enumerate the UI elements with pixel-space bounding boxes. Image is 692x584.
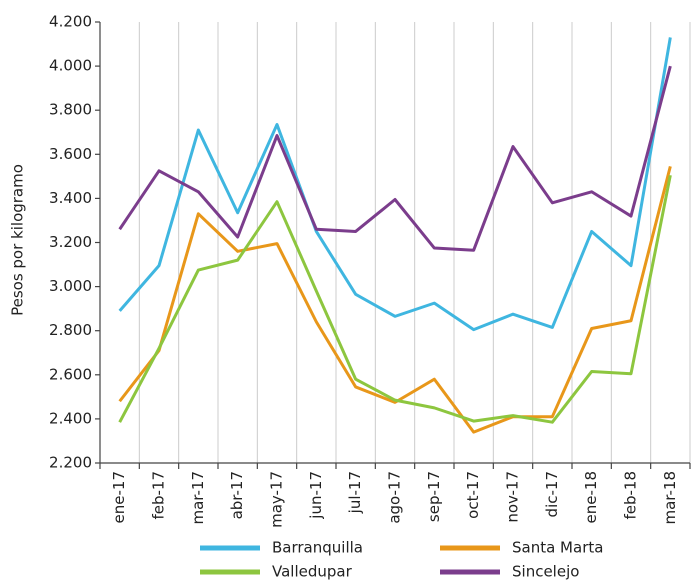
series-line xyxy=(118,174,672,424)
y-tick-label: 2.800 xyxy=(49,321,92,339)
y-tick-label: 4.000 xyxy=(49,57,92,75)
y-axis-label: Pesos por kilogramo xyxy=(9,164,27,316)
legend-label: Sincelejo xyxy=(512,563,579,581)
y-tick-label: 3.000 xyxy=(49,277,92,295)
x-tick-label: may-17 xyxy=(268,471,286,528)
x-tick-label: feb-18 xyxy=(622,471,640,520)
x-tick-label: jul-17 xyxy=(346,471,364,514)
y-tick-label: 4.200 xyxy=(49,13,92,31)
legend-label: Barranquilla xyxy=(272,539,363,557)
x-tick-label: feb-17 xyxy=(150,471,168,520)
x-tick-label: ene-18 xyxy=(582,471,600,523)
legend-label: Santa Marta xyxy=(512,539,603,557)
x-tick-label: nov-17 xyxy=(504,471,522,523)
series-line xyxy=(118,65,672,252)
x-tick-label: oct-17 xyxy=(464,471,482,519)
x-tick-label: dic-17 xyxy=(543,471,561,517)
y-tick-label: 2.600 xyxy=(49,365,92,383)
y-tick-label: 3.800 xyxy=(49,101,92,119)
series-line xyxy=(118,166,672,434)
x-tick-label: jun-17 xyxy=(307,471,325,520)
y-tick-label: 3.600 xyxy=(49,145,92,163)
x-tick-label: abr-17 xyxy=(228,471,246,519)
legend-label: Valledupar xyxy=(272,563,353,581)
y-tick-label: 3.400 xyxy=(49,189,92,207)
x-tick-label: mar-18 xyxy=(661,471,679,525)
series-line xyxy=(118,37,672,332)
x-tick-label: mar-17 xyxy=(189,471,207,525)
y-tick-label: 2.200 xyxy=(49,454,92,472)
x-tick-label: sep-17 xyxy=(425,471,443,522)
x-tick-label: ago-17 xyxy=(386,471,404,524)
x-tick-label: ene-17 xyxy=(110,471,128,523)
y-tick-label: 2.400 xyxy=(49,409,92,427)
y-tick-label: 3.200 xyxy=(49,233,92,251)
